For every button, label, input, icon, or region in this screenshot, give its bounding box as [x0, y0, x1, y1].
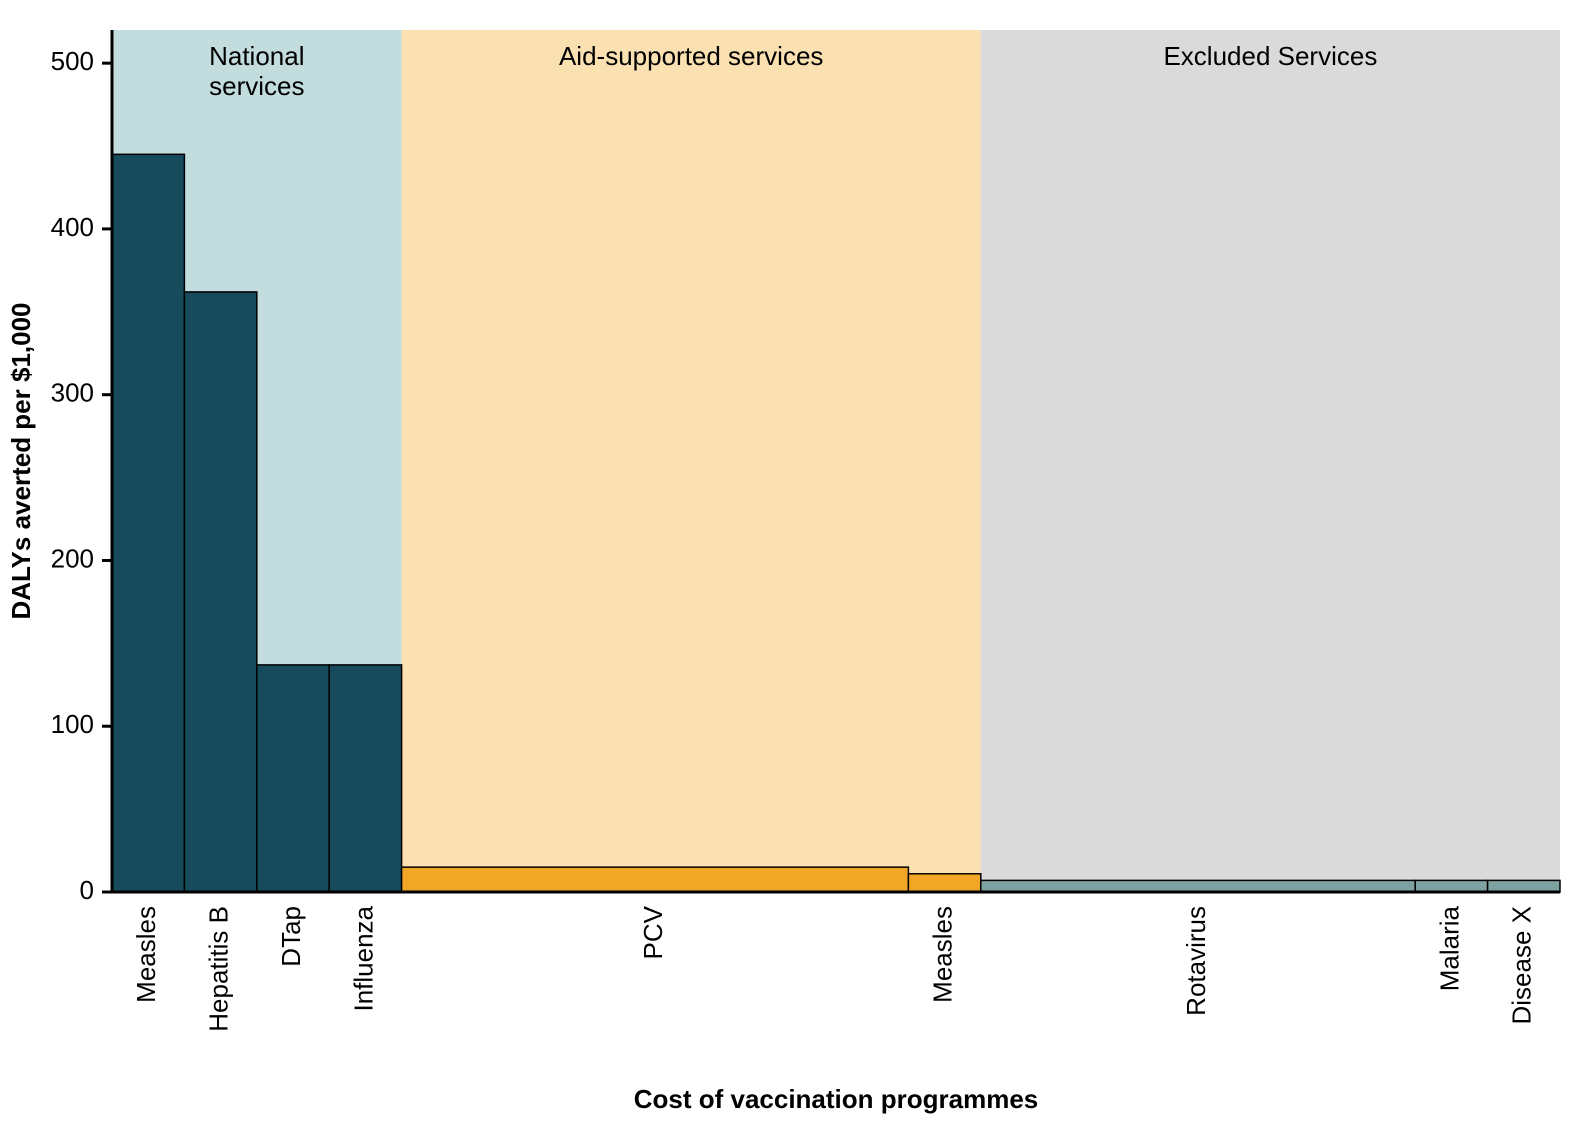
bar-label-5: Measles [927, 906, 957, 1003]
chart-svg: Nationalservices Aid-supported services Ex… [0, 0, 1575, 1128]
bar-6 [981, 880, 1415, 892]
x-axis-title: Cost of vaccination programmes [634, 1084, 1039, 1114]
bar-label-7: Malaria [1434, 905, 1464, 991]
bar-label-4: PCV [638, 905, 668, 959]
bar-label-0: Measles [131, 906, 161, 1003]
y-tick-label-2: 200 [51, 543, 94, 573]
y-tick-label-0: 0 [80, 875, 94, 905]
bar-label-2: DTap [276, 906, 306, 967]
y-tick-label-1: 100 [51, 709, 94, 739]
bar-1 [184, 292, 256, 892]
bar-2 [257, 665, 329, 892]
region-2 [981, 30, 1560, 892]
y-tick-label-3: 300 [51, 378, 94, 408]
bar-0 [112, 154, 184, 892]
y-axis-title: DALYs averted per $1,000 [6, 302, 36, 619]
region-1 [402, 30, 981, 892]
bar-label-6: Rotavirus [1181, 906, 1211, 1016]
bar-label-8: Disease X [1507, 906, 1537, 1025]
y-tick-label-4: 400 [51, 212, 94, 242]
bar-5 [908, 874, 980, 892]
bar-7 [1415, 880, 1487, 892]
bar-label-3: Influenza [348, 905, 378, 1011]
region-label-1: Aid-supported services [559, 41, 823, 71]
bar-3 [329, 665, 401, 892]
chart-container: Nationalservices Aid-supported services Ex… [0, 0, 1575, 1128]
region-label-2: Excluded Services [1163, 41, 1377, 71]
region-label-0: Nationalservices [209, 41, 304, 101]
bar-4 [402, 867, 909, 892]
y-tick-label-5: 500 [51, 46, 94, 76]
bar-label-1: Hepatitis B [203, 906, 233, 1032]
bar-8 [1488, 880, 1560, 892]
